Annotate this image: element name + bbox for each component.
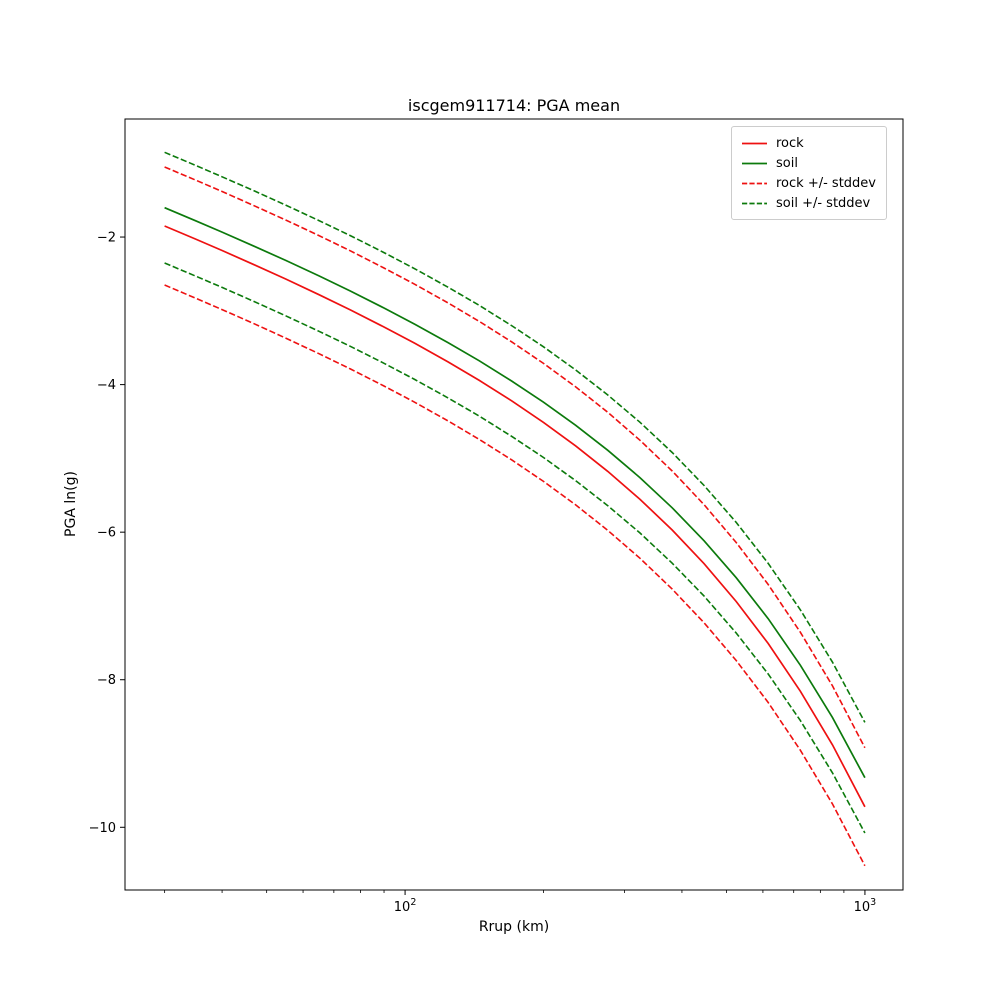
y-tick-label: −10 <box>89 821 116 836</box>
rock-lower-stddev-line <box>164 284 866 867</box>
y-axis-label: PGA ln(g) <box>63 471 79 537</box>
y-tick-label: −2 <box>97 231 116 246</box>
chart-title: iscgem911714: PGA mean <box>407 96 621 115</box>
legend-label: rock <box>776 135 804 151</box>
x-tick-label: 103 <box>854 897 877 915</box>
soil-upper-stddev-line <box>164 151 866 723</box>
legend-item-soil: soil <box>741 153 876 173</box>
legend: rock soil rock +/- stddev soil +/- stddev <box>731 126 887 220</box>
x-tick-label: 102 <box>394 897 417 915</box>
y-tick-label: −6 <box>97 526 116 541</box>
legend-item-rock: rock <box>741 133 876 153</box>
legend-line-sample <box>742 182 767 184</box>
y-tick-label: −8 <box>97 673 116 688</box>
soil-lower-stddev-line <box>164 262 866 834</box>
legend-item-rock-stddev: rock +/- stddev <box>741 173 876 193</box>
legend-line-sample <box>742 142 767 144</box>
legend-line-sample <box>742 202 767 204</box>
legend-label: rock +/- stddev <box>776 175 876 191</box>
soil-mean-line <box>164 206 866 779</box>
legend-item-soil-stddev: soil +/- stddev <box>741 193 876 213</box>
rock-mean-line <box>164 225 866 808</box>
legend-line-sample <box>742 162 767 164</box>
legend-label: soil +/- stddev <box>776 195 871 211</box>
legend-label: soil <box>776 155 798 171</box>
y-tick-label: −4 <box>97 378 116 393</box>
axes-frame <box>124 118 904 891</box>
rock-upper-stddev-line <box>164 166 866 749</box>
x-axis-label: Rrup (km) <box>478 919 550 935</box>
